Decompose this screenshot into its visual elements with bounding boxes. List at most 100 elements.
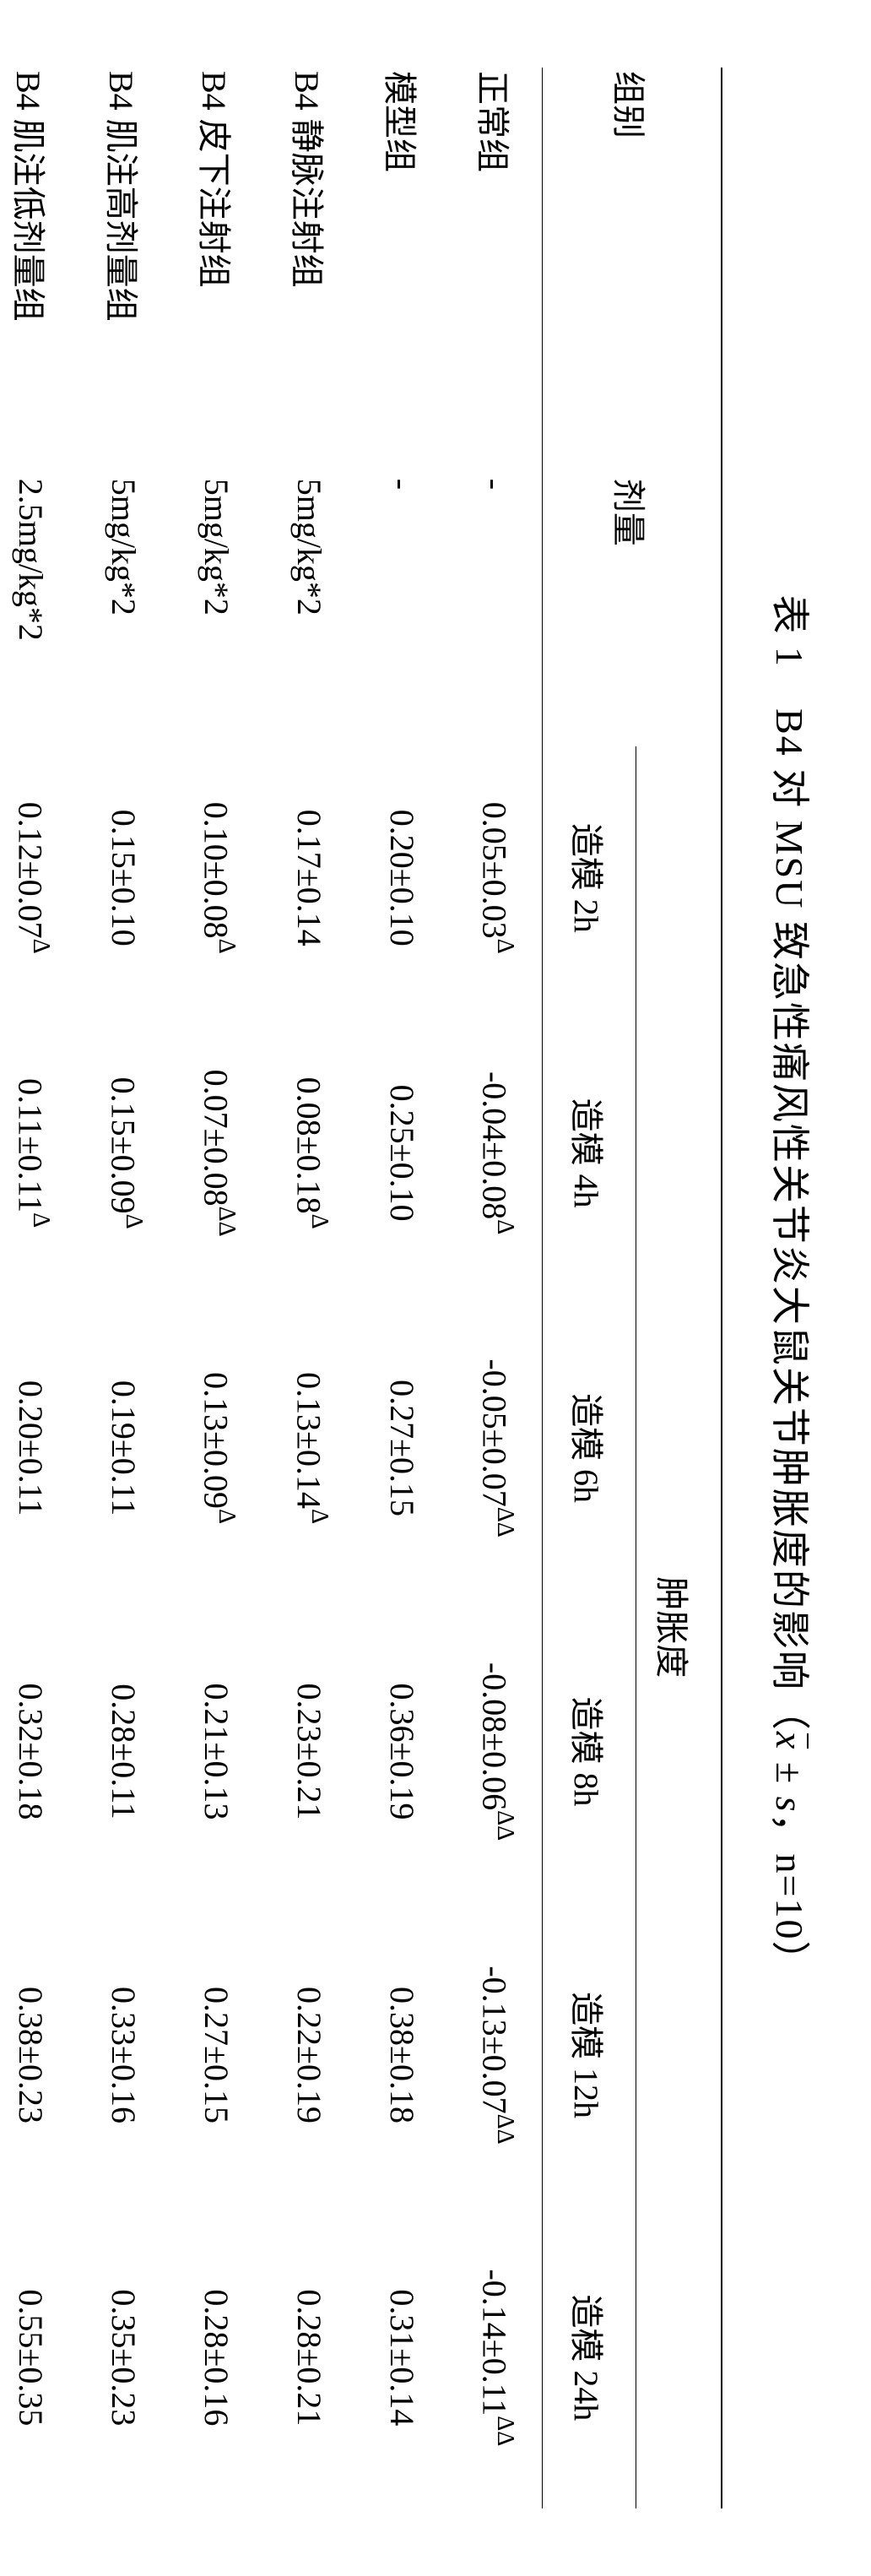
cell-value: 0.38±0.23 [0,1903,78,2206]
value-text: 0.13±0.14 [290,1372,328,1509]
value-text: 0.25±0.10 [384,1085,422,1222]
value-text: 0.19±0.11 [105,1380,143,1516]
data-table: 组别 剂量 肿胀度 造模 2h 造模 4h 造模 6h 造模 8h 造模 12h… [0,68,722,2508]
cell-dose: - [356,467,449,746]
cell-value: -0.14±0.11ΔΔ [449,2207,543,2508]
cell-value: 0.17±0.14 [263,746,356,1010]
significance-marker: Δ [28,1212,54,1228]
cell-value: 0.28±0.16 [170,2207,263,2508]
value-text: 0.12±0.07 [12,802,50,939]
value-text: -0.14±0.11 [476,2269,514,2416]
cell-value: 0.05±0.03Δ [449,746,543,1010]
cell-value: 0.12±0.07Δ [0,746,78,1010]
cell-value: 0.55±0.35 [0,2207,78,2508]
significance-marker: Δ [492,1219,518,1234]
value-text: 0.32±0.18 [13,1684,51,1820]
cell-value: 0.11±0.11Δ [0,1010,78,1296]
cell-dose: 5mg/kg*2 [263,467,356,746]
cell-value: -0.05±0.07ΔΔ [449,1296,543,1599]
cell-group: B4 肌注低剂量组 [0,68,78,467]
cell-value: 0.10±0.08Δ [170,746,263,1010]
cell-value: -0.08±0.06ΔΔ [449,1600,543,1903]
cell-value: 0.28±0.11 [78,1600,170,1903]
significance-marker: Δ [214,939,240,954]
cell-value: 0.13±0.14Δ [263,1296,356,1599]
table-row: B4 皮下注射组5mg/kg*20.10±0.08Δ0.07±0.08ΔΔ0.1… [170,68,263,2508]
cell-value: 0.08±0.18Δ [263,1010,356,1296]
cell-group: B4 肌注高剂量组 [78,68,170,467]
cell-value: 0.36±0.19 [356,1600,449,1903]
table-row: B4 肌注高剂量组5mg/kg*2 0.15±0.10 0.15±0.09Δ 0.19… [78,68,170,2508]
cell-value: 0.07±0.08ΔΔ [170,1010,263,1296]
table-row: 正常组-0.05±0.03Δ-0.04±0.08Δ-0.05±0.07ΔΔ-0.… [449,68,543,2508]
value-text: 0.27±0.15 [198,1987,236,2123]
cell-value: 0.35±0.23 [78,2207,170,2508]
cell-value: -0.04±0.08Δ [449,1010,543,1296]
cell-value: 0.21±0.13 [170,1600,263,1903]
cell-value: 0.25±0.10 [356,1010,449,1296]
significance-marker: Δ [121,1214,147,1229]
cell-dose: 5mg/kg*2 [78,467,170,746]
value-text: 0.10±0.08 [197,802,235,939]
value-text: 0.23±0.21 [291,1684,329,1820]
value-text: 0.20±0.11 [13,1380,51,1516]
cell-group: 正常组 [449,68,543,467]
table-body: 正常组-0.05±0.03Δ-0.04±0.08Δ-0.05±0.07ΔΔ-0.… [0,68,543,2508]
cell-value: 0.22±0.19 [263,1903,356,2206]
value-text: 0.55±0.35 [13,2289,51,2426]
significance-marker: ΔΔ [492,2114,518,2145]
cell-value: 0.20±0.11 [0,1296,78,1599]
cell-value: 0.27±0.15 [356,1296,449,1599]
value-text: 0.17±0.14 [291,810,329,946]
cell-value: 0.15±0.10 [78,746,170,1010]
cell-group: 模型组 [356,68,449,467]
cell-value: 0.19±0.11 [78,1296,170,1599]
value-text: 0.28±0.16 [198,2289,236,2426]
cell-value: 0.20±0.10 [356,746,449,1010]
value-text: 0.20±0.10 [384,810,422,946]
col-header-group: 组别 [543,68,722,467]
significance-marker: Δ [306,1214,333,1229]
significance-marker: Δ [492,939,518,954]
table-head: 组别 剂量 肿胀度 造模 2h 造模 4h 造模 6h 造模 8h 造模 12h… [543,68,722,2508]
significance-marker: ΔΔ [492,2416,518,2446]
col-header-swelling: 肿胀度 [636,746,722,2508]
significance-marker: ΔΔ [492,1810,518,1841]
cell-value: 0.15±0.09Δ [78,1010,170,1296]
value-text: -0.13±0.07 [476,1966,514,2113]
cell-value: 0.31±0.14 [356,2207,449,2508]
col-header-time-3: 造模 8h [543,1600,636,1903]
value-text: -0.05±0.07 [476,1359,514,1506]
caption-formula: x ± s [768,1732,811,1814]
cell-value: -0.13±0.07ΔΔ [449,1903,543,2206]
value-text: 0.15±0.09 [105,1077,143,1214]
significance-marker: ΔΔ [492,1507,518,1537]
significance-marker: Δ [306,1509,333,1524]
table-row: B4 静脉注射组5mg/kg*20.17±0.140.08±0.18Δ0.13±… [263,68,356,2508]
x-bar-symbol: x [767,1732,812,1750]
col-header-time-1: 造模 4h [543,1010,636,1296]
value-text: -0.08±0.06 [476,1662,514,1810]
significance-marker: Δ [28,939,54,954]
value-text: 0.38±0.18 [384,1987,422,2123]
plus-minus: ± [768,1750,811,1796]
cell-value: 0.32±0.18 [0,1600,78,1903]
cell-value: 0.33±0.16 [78,1903,170,2206]
value-text: -0.04±0.08 [476,1071,514,1219]
cell-value: 0.23±0.21 [263,1600,356,1903]
col-header-time-4: 造模 12h [543,1903,636,2206]
value-text: 0.31±0.14 [384,2289,422,2426]
value-text: 0.22±0.19 [291,1987,329,2123]
value-text: 0.15±0.10 [105,810,143,946]
cell-dose: 5mg/kg*2 [170,467,263,746]
value-text: 0.08±0.18 [290,1077,328,1214]
value-text: 0.05±0.03 [476,802,514,939]
cell-dose: 2.5mg/kg*2 [0,467,78,746]
significance-marker: ΔΔ [214,1207,240,1237]
table-row: 模型组- 0.20±0.10 0.25±0.10 0.27±0.150.36±0.19… [356,68,449,2508]
value-text: 0.28±0.21 [291,2289,329,2426]
value-text: 0.13±0.09 [197,1372,235,1509]
rotated-page: 表 1 B4 对 MSU 致急性痛风性关节炎大鼠关节肿胀度的影响（x ± s，n… [0,0,871,2576]
col-header-time-5: 造模 24h [543,2207,636,2508]
col-header-time-0: 造模 2h [543,746,636,1010]
